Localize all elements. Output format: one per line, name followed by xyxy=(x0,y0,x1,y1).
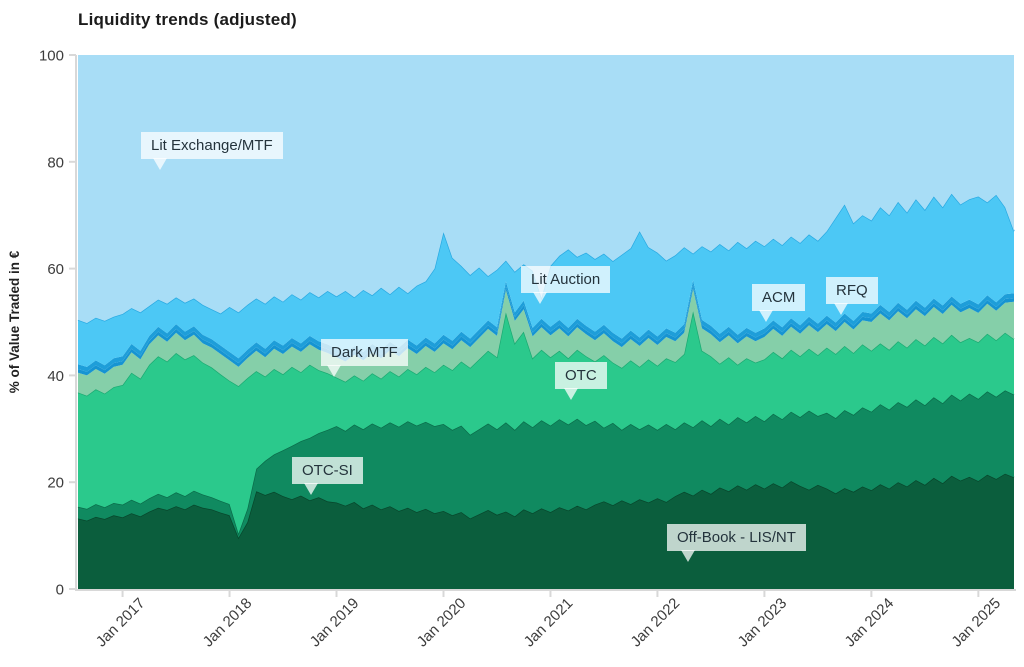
callout-lit-exchange-mtf: Lit Exchange/MTF xyxy=(141,132,283,159)
callout-rfq: RFQ xyxy=(826,277,878,304)
callout-pointer xyxy=(681,550,695,562)
callout-otc: OTC xyxy=(555,362,607,389)
callout-pointer xyxy=(533,292,547,304)
x-tick-label: Jan 2024 xyxy=(842,595,898,651)
callout-label: OTC-SI xyxy=(302,462,353,479)
callout-otc-si: OTC-SI xyxy=(292,457,363,484)
x-tick-label: Jan 2020 xyxy=(414,595,470,651)
area-lit-auction xyxy=(78,193,1014,367)
callout-acm: ACM xyxy=(752,284,806,311)
chart-title: Liquidity trends (adjusted) xyxy=(78,10,297,29)
area-off-book-lis-nt xyxy=(78,473,1014,589)
callout-label: Off-Book - LIS/NT xyxy=(677,529,796,546)
callout-label: Dark MTF xyxy=(331,344,398,361)
callout-label: OTC xyxy=(565,367,597,384)
callout-pointer xyxy=(759,310,773,322)
y-tick-label: 100 xyxy=(39,48,64,65)
callout-pointer xyxy=(564,388,578,400)
x-tick-label: Jan 2019 xyxy=(307,595,363,651)
area-acm xyxy=(78,285,1014,376)
area-lit-exchange-mtf xyxy=(78,55,1014,324)
y-tick-label: 60 xyxy=(47,261,64,278)
callout-pointer xyxy=(153,158,167,170)
callout-pointer xyxy=(327,365,341,377)
x-tick-label: Jan 2023 xyxy=(735,595,791,651)
x-tick-label: Jan 2017 xyxy=(93,595,149,651)
x-tick-label: Jan 2021 xyxy=(521,595,577,651)
callout-label: Lit Exchange/MTF xyxy=(151,137,273,154)
area-rfq xyxy=(78,280,1014,372)
area-dark-mtf xyxy=(78,288,1014,396)
callout-label: ACM xyxy=(762,289,796,306)
callout-off-book-lis-nt: Off-Book - LIS/NT xyxy=(667,524,806,551)
callout-label: RFQ xyxy=(836,282,868,299)
area-otc-si xyxy=(78,390,1014,538)
callout-pointer xyxy=(304,483,318,495)
y-tick-label: 80 xyxy=(47,154,64,171)
callout-lit-auction: Lit Auction xyxy=(521,266,611,293)
y-tick-label: 20 xyxy=(47,475,64,492)
x-tick-label: Jan 2025 xyxy=(948,595,1004,651)
y-tick-label: 0 xyxy=(56,582,64,599)
x-tick-label: Jan 2022 xyxy=(628,595,684,651)
callout-dark-mtf: Dark MTF xyxy=(321,339,408,366)
x-tick-label: Jan 2018 xyxy=(200,595,256,651)
y-tick-label: 40 xyxy=(47,368,64,385)
callout-pointer xyxy=(834,303,848,315)
callout-label: Lit Auction xyxy=(531,271,601,288)
y-axis-title: % of Value Traded in € xyxy=(7,250,22,393)
